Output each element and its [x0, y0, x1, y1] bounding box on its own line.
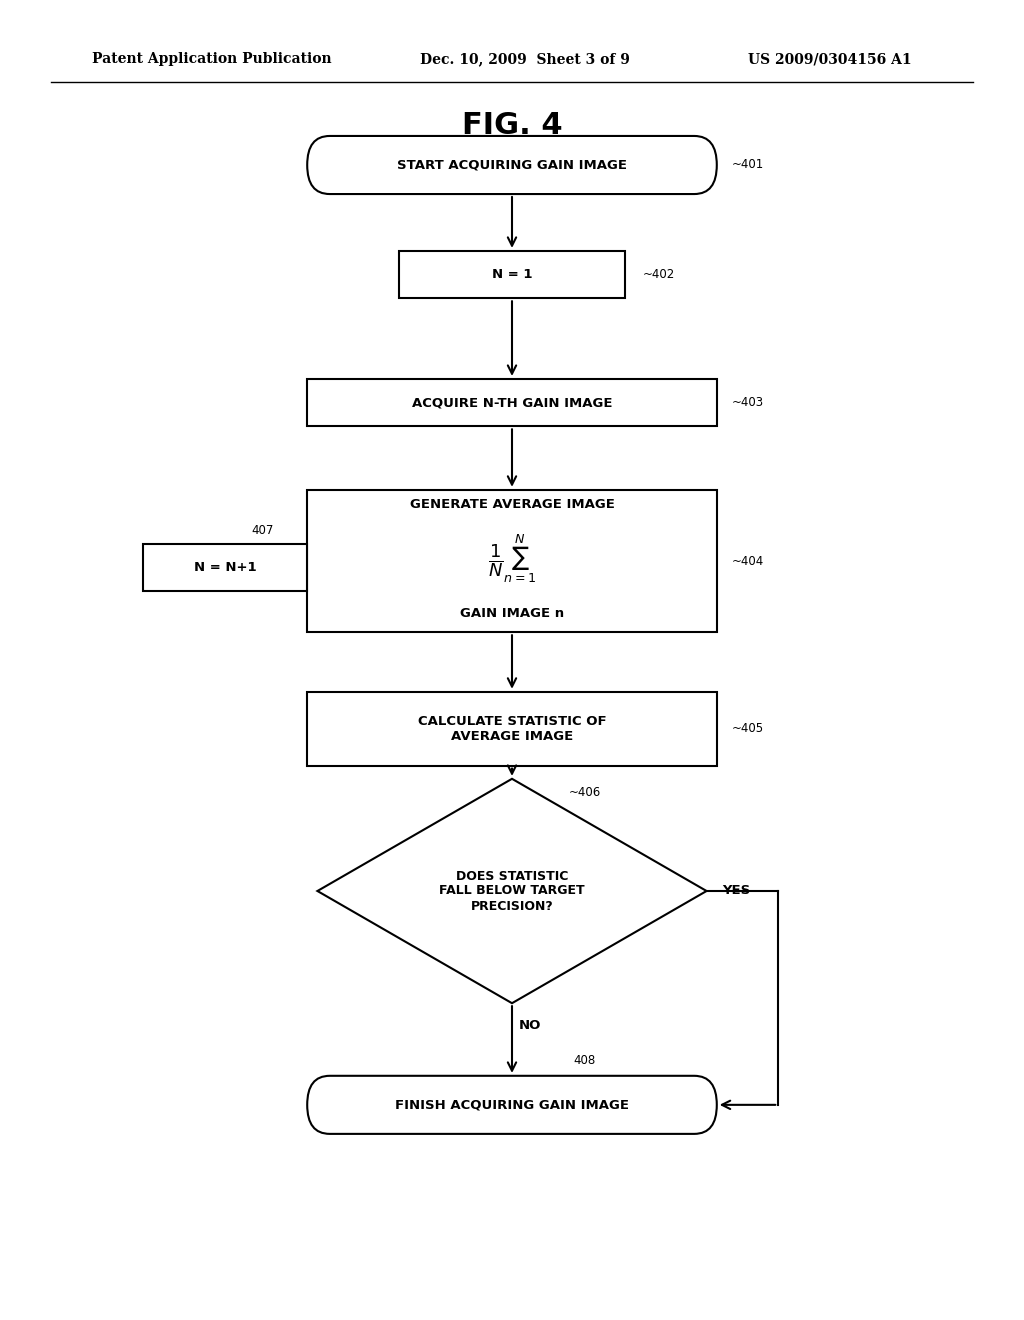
Text: Dec. 10, 2009  Sheet 3 of 9: Dec. 10, 2009 Sheet 3 of 9 — [420, 53, 630, 66]
Text: ~404: ~404 — [732, 554, 764, 568]
Text: CALCULATE STATISTIC OF
AVERAGE IMAGE: CALCULATE STATISTIC OF AVERAGE IMAGE — [418, 714, 606, 743]
FancyBboxPatch shape — [307, 692, 717, 766]
FancyBboxPatch shape — [307, 136, 717, 194]
Text: ~405: ~405 — [732, 722, 764, 735]
Text: FINISH ACQUIRING GAIN IMAGE: FINISH ACQUIRING GAIN IMAGE — [395, 1098, 629, 1111]
Text: FIG. 4: FIG. 4 — [462, 111, 562, 140]
Text: DOES STATISTIC
FALL BELOW TARGET
PRECISION?: DOES STATISTIC FALL BELOW TARGET PRECISI… — [439, 870, 585, 912]
Text: GAIN IMAGE n: GAIN IMAGE n — [460, 607, 564, 620]
Polygon shape — [317, 779, 707, 1003]
Text: US 2009/0304156 A1: US 2009/0304156 A1 — [748, 53, 911, 66]
Text: N = N+1: N = N+1 — [194, 561, 257, 574]
Text: NO: NO — [519, 1019, 542, 1032]
Text: ~406: ~406 — [568, 785, 600, 799]
Text: ~402: ~402 — [643, 268, 675, 281]
FancyBboxPatch shape — [307, 490, 717, 632]
Text: ~403: ~403 — [732, 396, 764, 409]
FancyBboxPatch shape — [143, 544, 307, 591]
Text: YES: YES — [722, 884, 751, 898]
FancyBboxPatch shape — [307, 1076, 717, 1134]
Text: $\dfrac{1}{N}\sum_{n=1}^{N}$: $\dfrac{1}{N}\sum_{n=1}^{N}$ — [488, 532, 536, 585]
FancyBboxPatch shape — [307, 379, 717, 426]
Text: ACQUIRE N-TH GAIN IMAGE: ACQUIRE N-TH GAIN IMAGE — [412, 396, 612, 409]
Text: 407: 407 — [251, 524, 273, 537]
Text: Patent Application Publication: Patent Application Publication — [92, 53, 332, 66]
Text: N = 1: N = 1 — [492, 268, 532, 281]
Text: 408: 408 — [573, 1053, 596, 1067]
FancyBboxPatch shape — [399, 251, 625, 298]
Text: GENERATE AVERAGE IMAGE: GENERATE AVERAGE IMAGE — [410, 498, 614, 511]
Text: ~401: ~401 — [732, 158, 764, 172]
Text: START ACQUIRING GAIN IMAGE: START ACQUIRING GAIN IMAGE — [397, 158, 627, 172]
